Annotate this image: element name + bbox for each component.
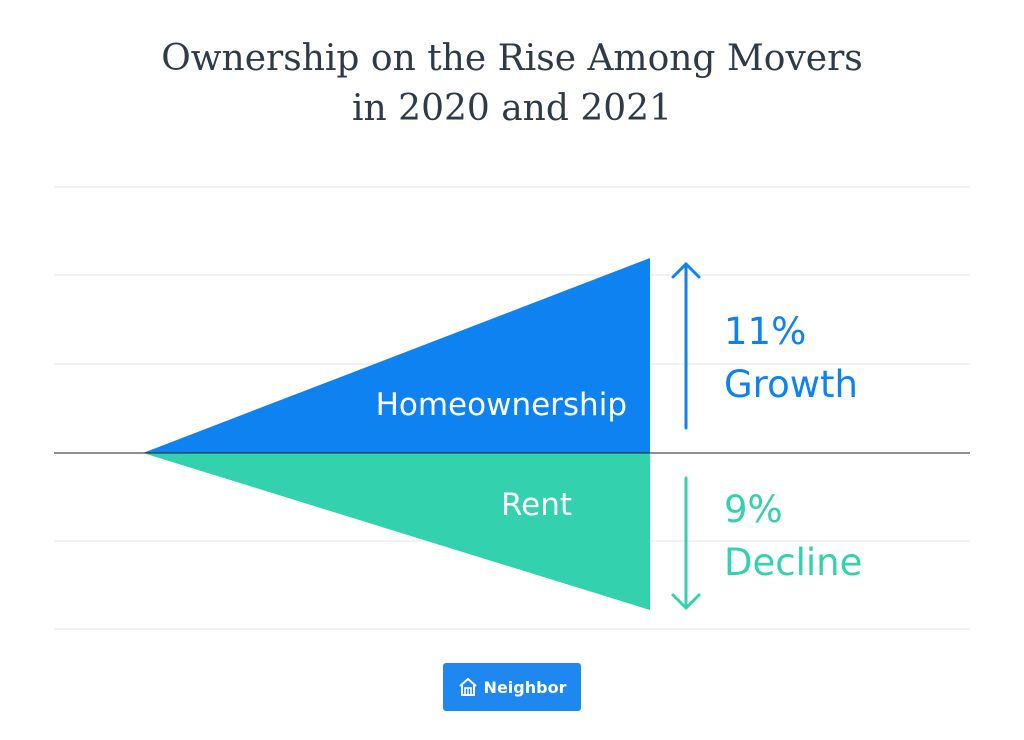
chart-title: Ownership on the Rise Among Movers in 20… bbox=[0, 34, 1024, 134]
rent-change-value: 9% bbox=[724, 488, 783, 531]
logo-text: Neighbor bbox=[483, 677, 567, 697]
house-icon bbox=[458, 678, 477, 696]
homeownership-triangle bbox=[143, 258, 650, 453]
down-arrow-icon bbox=[671, 476, 701, 610]
homeownership-label: Homeownership bbox=[376, 387, 627, 423]
chart-title-line-1: Ownership on the Rise Among Movers bbox=[161, 38, 863, 79]
rent-change-direction: Decline bbox=[724, 541, 862, 584]
homeownership-change-value: 11% bbox=[724, 310, 806, 353]
rent-triangle bbox=[143, 453, 650, 610]
up-arrow-icon bbox=[671, 262, 701, 430]
rent-label: Rent bbox=[501, 487, 572, 523]
chart-title-line-2: in 2020 and 2021 bbox=[352, 88, 672, 129]
neighbor-logo: Neighbor bbox=[443, 663, 581, 711]
homeownership-change-direction: Growth bbox=[724, 363, 858, 406]
